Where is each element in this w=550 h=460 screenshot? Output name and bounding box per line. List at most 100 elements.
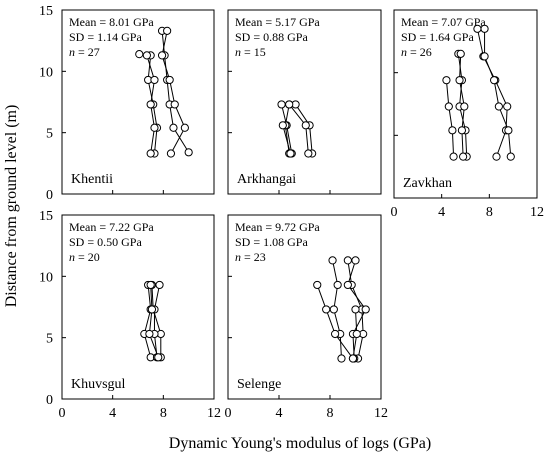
x-tick-label: 12	[530, 205, 544, 220]
data-point	[351, 256, 360, 265]
series-line	[282, 125, 291, 154]
data-point	[277, 100, 286, 109]
stat-n-symbol: n	[235, 250, 241, 264]
stat-mean: Mean = 7.07 GPa	[401, 15, 486, 29]
stat-n: n = 15	[235, 45, 266, 59]
data-point	[313, 280, 322, 290]
y-tick-label: 10	[39, 65, 53, 80]
stat-n-symbol: n	[69, 250, 75, 264]
data-point	[333, 280, 342, 290]
data-point	[361, 305, 370, 314]
data-point	[146, 280, 155, 290]
panel-frame-khuvsgul	[61, 214, 215, 400]
data-point	[337, 354, 346, 363]
panel-frame-selenge	[227, 214, 382, 400]
data-point	[480, 52, 489, 61]
series-line	[161, 30, 186, 154]
data-point	[494, 102, 503, 111]
site-label: Arkhangai	[237, 172, 296, 187]
y-tick-label: 15	[39, 4, 53, 19]
y-tick-label: 5	[46, 332, 53, 347]
stat-mean: Mean = 5.17 GPa	[235, 15, 320, 29]
panel-frame-zavkhan	[393, 9, 538, 199]
data-point	[457, 126, 467, 135]
site-label: Selenge	[237, 377, 281, 392]
data-point	[322, 305, 331, 314]
data-point	[444, 102, 453, 111]
series-line	[476, 28, 508, 157]
series-line	[316, 284, 354, 359]
x-tick-label: 4	[109, 406, 116, 421]
stat-n-symbol: n	[69, 45, 75, 59]
stat-n: n = 26	[401, 45, 432, 59]
x-tick-label: 12	[207, 406, 221, 421]
x-tick-label: 0	[391, 205, 398, 220]
series-line	[484, 28, 512, 157]
y-tick-label: 5	[46, 127, 53, 142]
series-line	[143, 284, 152, 358]
data-point	[490, 76, 499, 85]
stat-n-value: = 26	[407, 45, 432, 59]
data-point	[343, 280, 352, 290]
data-point	[348, 354, 358, 363]
data-point	[473, 24, 482, 33]
data-point	[135, 50, 144, 59]
data-point	[449, 152, 458, 161]
data-point	[146, 100, 155, 109]
stat-n-value: = 23	[241, 250, 266, 264]
series-line	[153, 284, 161, 358]
data-point	[150, 123, 159, 132]
y-tick-label: 15	[39, 209, 53, 224]
stat-mean: Mean = 9.72 GPa	[235, 220, 320, 234]
data-point	[147, 305, 157, 314]
data-point	[278, 121, 287, 130]
stat-n-value: = 20	[75, 250, 100, 264]
series-line	[151, 284, 162, 358]
x-axis-title: Dynamic Young's modulus of logs (GPa)	[169, 435, 431, 452]
data-point	[352, 329, 361, 339]
panel-frame-arkhangai	[227, 9, 382, 195]
stat-mean: Mean = 8.01 GPa	[69, 15, 154, 29]
stat-n: n = 27	[69, 45, 100, 59]
stat-n-value: = 27	[75, 45, 100, 59]
data-point	[328, 256, 337, 265]
site-label: Zavkhan	[403, 176, 452, 191]
stat-n-symbol: n	[401, 45, 407, 59]
stat-n-value: = 15	[241, 45, 266, 59]
data-point	[142, 51, 151, 60]
data-point	[286, 149, 295, 158]
series-line	[148, 284, 159, 358]
stat-sd: SD = 0.88 GPa	[235, 30, 308, 44]
x-tick-label: 8	[327, 406, 334, 421]
stat-n-symbol: n	[235, 45, 241, 59]
data-point	[180, 123, 189, 132]
stat-sd: SD = 0.50 GPa	[69, 235, 142, 249]
series-line	[445, 80, 455, 157]
data-point	[504, 126, 513, 135]
data-point	[503, 102, 512, 111]
data-point	[329, 305, 338, 314]
data-point	[163, 26, 172, 35]
data-point	[506, 152, 515, 161]
y-tick-label: 10	[39, 270, 53, 285]
data-point	[456, 49, 465, 58]
site-label: Khentii	[71, 172, 113, 187]
data-point	[301, 121, 310, 130]
y-tick-label: 0	[46, 188, 53, 203]
stat-sd: SD = 1.14 GPa	[69, 30, 142, 44]
stat-sd: SD = 1.08 GPa	[235, 235, 308, 249]
x-tick-label: 8	[486, 205, 493, 220]
data-point	[331, 329, 340, 339]
data-point	[154, 353, 163, 362]
data-point	[304, 149, 313, 158]
data-point	[459, 152, 468, 161]
data-point	[343, 256, 352, 265]
x-tick-label: 4	[276, 406, 283, 421]
y-axis-title: Distance from ground level (m)	[3, 105, 20, 308]
data-point	[492, 152, 501, 161]
y-tick-label: 0	[46, 393, 53, 408]
panel-frame-khentii	[61, 9, 215, 195]
data-point	[165, 75, 174, 85]
data-point	[184, 148, 193, 157]
stat-mean: Mean = 7.22 GPa	[69, 220, 154, 234]
